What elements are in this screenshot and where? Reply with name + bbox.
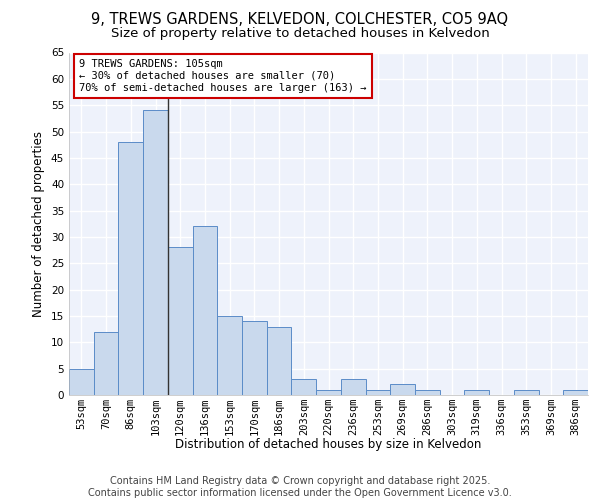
Text: 9 TREWS GARDENS: 105sqm
← 30% of detached houses are smaller (70)
70% of semi-de: 9 TREWS GARDENS: 105sqm ← 30% of detache… [79, 60, 367, 92]
Text: Size of property relative to detached houses in Kelvedon: Size of property relative to detached ho… [110, 28, 490, 40]
Bar [143, 110, 168, 395]
X-axis label: Distribution of detached houses by size in Kelvedon: Distribution of detached houses by size … [175, 438, 482, 451]
Bar [69, 368, 94, 395]
Bar [341, 379, 365, 395]
Bar [292, 379, 316, 395]
Bar [118, 142, 143, 395]
Bar [365, 390, 390, 395]
Bar [415, 390, 440, 395]
Bar [267, 326, 292, 395]
Bar [242, 321, 267, 395]
Y-axis label: Number of detached properties: Number of detached properties [32, 130, 46, 317]
Text: Contains HM Land Registry data © Crown copyright and database right 2025.
Contai: Contains HM Land Registry data © Crown c… [88, 476, 512, 498]
Bar [217, 316, 242, 395]
Bar [514, 390, 539, 395]
Bar [94, 332, 118, 395]
Bar [316, 390, 341, 395]
Bar [563, 390, 588, 395]
Bar [168, 248, 193, 395]
Bar [464, 390, 489, 395]
Bar [193, 226, 217, 395]
Bar [390, 384, 415, 395]
Text: 9, TREWS GARDENS, KELVEDON, COLCHESTER, CO5 9AQ: 9, TREWS GARDENS, KELVEDON, COLCHESTER, … [91, 12, 509, 28]
